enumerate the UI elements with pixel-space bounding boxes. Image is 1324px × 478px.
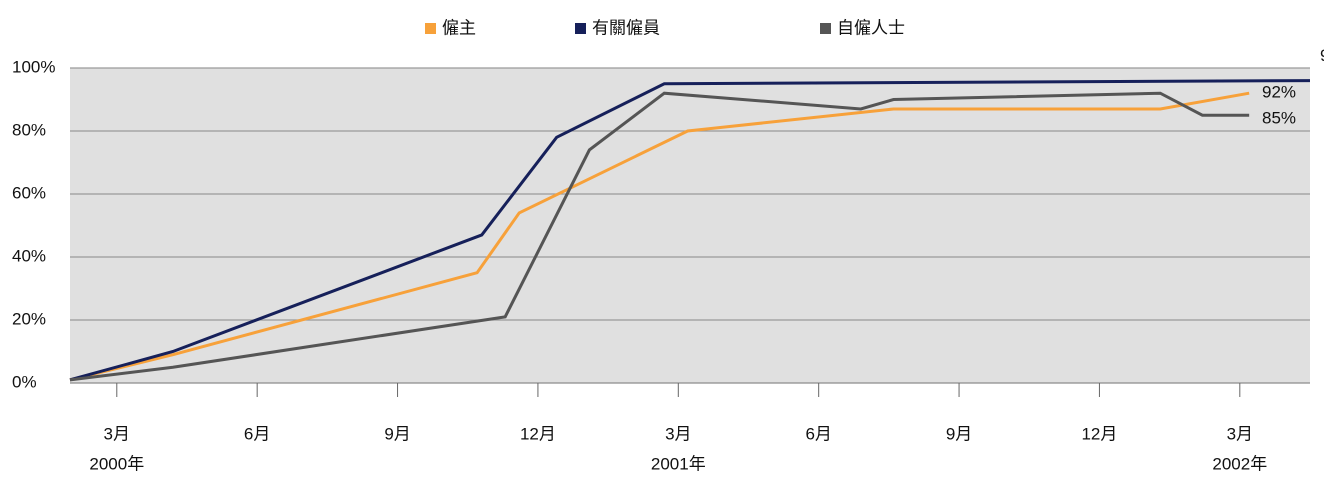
x-tick-label: 3月 xyxy=(104,424,130,443)
legend-label: 自僱人士 xyxy=(837,18,905,37)
legend-label: 有關僱員 xyxy=(592,18,660,37)
year-label: 2000年 xyxy=(89,454,144,473)
y-tick-label: 40% xyxy=(12,246,46,265)
y-tick-label: 100% xyxy=(12,57,55,76)
x-tick-label: 6月 xyxy=(244,424,270,443)
legend-label: 僱主 xyxy=(442,18,476,37)
series-line xyxy=(69,79,1311,382)
y-tick-label: 80% xyxy=(12,120,46,139)
plot-area xyxy=(70,68,1310,383)
x-tick-label: 6月 xyxy=(805,424,831,443)
x-tick-label: 3月 xyxy=(1227,424,1253,443)
year-label: 2001年 xyxy=(651,454,706,473)
x-tick-label: 3月 xyxy=(665,424,691,443)
x-tick-label: 9月 xyxy=(384,424,410,443)
year-label: 2002年 xyxy=(1212,454,1267,473)
legend-swatch xyxy=(820,23,831,34)
legend-swatch xyxy=(425,23,436,34)
series-line xyxy=(69,91,1250,382)
y-tick-label: 60% xyxy=(12,183,46,202)
legend-swatch xyxy=(575,23,586,34)
x-tick-label: 9月 xyxy=(946,424,972,443)
end-label: 92% xyxy=(1262,83,1296,102)
end-label: 85% xyxy=(1262,109,1296,128)
y-tick-label: 0% xyxy=(12,372,37,391)
x-tick-label: 12月 xyxy=(520,424,556,443)
end-label: 96% xyxy=(1320,46,1324,65)
series-line xyxy=(69,91,1250,382)
y-tick-label: 20% xyxy=(12,309,46,328)
x-tick-label: 12月 xyxy=(1081,424,1117,443)
